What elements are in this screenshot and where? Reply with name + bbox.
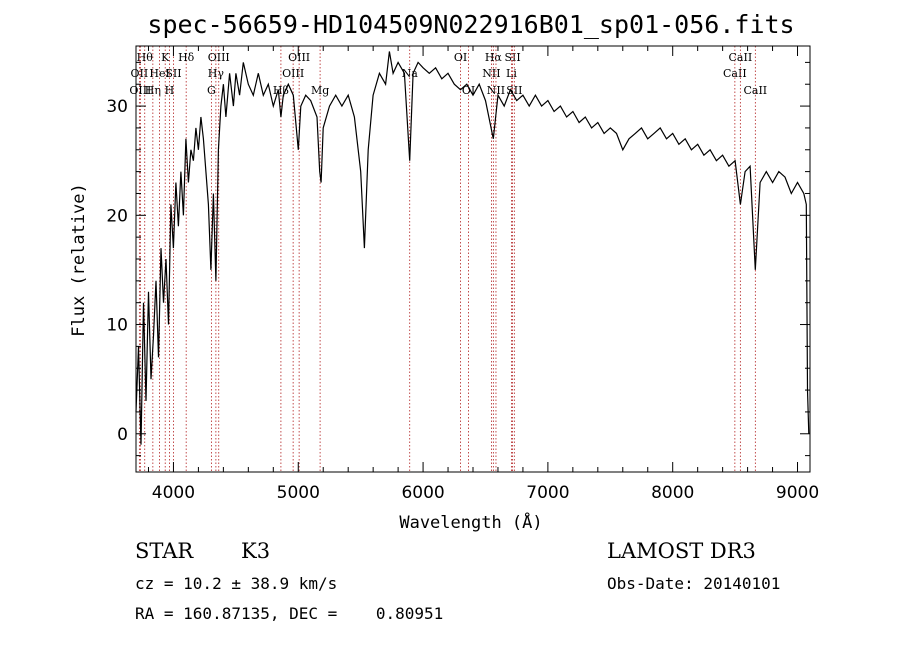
obs-date-text: Obs-Date: 20140101 [607, 574, 781, 593]
x-tick-label: 5000 [277, 483, 320, 503]
spectral-line-label: CaII [729, 51, 753, 64]
spectral-line-label: OIII [129, 84, 151, 97]
survey-name: LAMOST DR3 [607, 539, 756, 563]
spectral-line-label: OIII [208, 51, 230, 64]
spectral-line-label: OI [454, 51, 467, 64]
spectral-line-label: NII [487, 84, 505, 97]
y-axis-label: Flux (relative) [69, 183, 89, 337]
spectral-line-label: H [165, 84, 175, 97]
y-tick-label: 30 [106, 97, 128, 117]
spectral-line-label: Hη [145, 84, 161, 97]
plot-frame [135, 45, 811, 473]
spectral-line-label: NII [482, 67, 500, 80]
spectral-line-label: CaII [743, 84, 767, 97]
y-axis-ticks: 0 10 20 30 [106, 61, 810, 457]
x-tick-label: 9000 [776, 483, 819, 503]
chart-title: spec-56659-HD104509N022916B01_sp01-056.f… [147, 10, 794, 39]
spectral-line-label: HeI [149, 67, 169, 80]
spectral-line-label: OII [131, 67, 149, 80]
y-tick-label: 20 [106, 206, 128, 226]
x-tick-label: 8000 [651, 483, 694, 503]
y-tick-label: 10 [106, 316, 128, 336]
spectral-line-label: OIII [282, 67, 304, 80]
x-axis-label: Wavelength (Å) [399, 511, 542, 533]
spectrum-series-line [135, 51, 810, 445]
spectral-line-label: G [207, 84, 216, 97]
object-subclass: K3 [241, 539, 271, 563]
spectral-line-label: SII [165, 67, 181, 80]
x-tick-label: 7000 [526, 483, 569, 503]
x-axis-ticks: 4000 5000 6000 7000 8000 9000 [147, 46, 819, 503]
spectral-line-label: Hγ [208, 67, 225, 80]
spectral-line-label: Hδ [178, 51, 195, 64]
spectral-line-label: SII [506, 84, 522, 97]
spectral-line-label: Hα [485, 51, 503, 64]
x-tick-label: 4000 [152, 483, 195, 503]
x-tick-label: 6000 [401, 483, 444, 503]
spectral-line-label: CaII [723, 67, 747, 80]
spectrum-chart: spec-56659-HD104509N022916B01_sp01-056.f… [69, 10, 819, 533]
spectral-line-label: SII [504, 51, 520, 64]
object-class: STAR [135, 539, 194, 563]
spectral-line-label: K [161, 51, 170, 64]
spectral-line-label: Mg [311, 84, 329, 97]
spectral-line-label: Li [506, 67, 517, 80]
ra-dec-text: RA = 160.87135, DEC = 0.80951 [135, 604, 444, 623]
spectral-line-label: Hβ [273, 84, 289, 97]
y-tick-label: 0 [117, 425, 128, 445]
redshift-text: cz = 10.2 ± 38.9 km/s [135, 574, 338, 593]
spectral-line-label: OIII [288, 51, 310, 64]
spectral-line-label: Hθ [137, 51, 154, 64]
